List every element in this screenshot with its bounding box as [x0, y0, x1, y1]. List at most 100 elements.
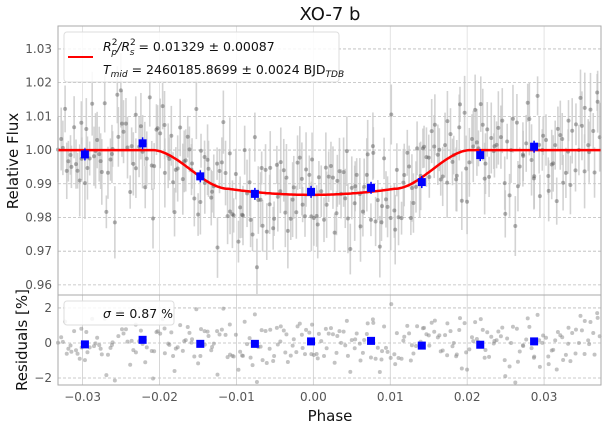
residual-raw-point [258, 344, 263, 349]
residual-raw-point [339, 340, 344, 345]
flux-binned-point [80, 150, 89, 159]
residual-raw-point [169, 330, 174, 335]
flux-raw-point [66, 159, 71, 164]
residual-raw-point [209, 348, 214, 353]
flux-raw-point [115, 92, 120, 97]
flux-raw-point [167, 156, 172, 161]
residual-raw-point [290, 343, 295, 348]
residual-raw-point [566, 341, 571, 346]
flux-raw-point [492, 144, 497, 149]
flux-raw-point [368, 217, 373, 222]
residual-raw-point [503, 374, 508, 379]
flux-y-tick-label: 0.98 [25, 210, 52, 224]
flux-raw-point [182, 159, 187, 164]
residual-raw-point [263, 328, 268, 333]
flux-raw-point [507, 193, 512, 198]
flux-raw-point [554, 199, 559, 204]
residual-binned-point [250, 339, 259, 348]
flux-raw-point [349, 185, 354, 190]
residual-raw-point [190, 337, 195, 342]
residual-raw-point [377, 370, 382, 375]
residual-raw-point [288, 353, 293, 358]
flux-raw-point [178, 125, 183, 130]
residual-raw-point [358, 358, 363, 363]
residual-raw-point [487, 354, 492, 359]
flux-raw-point [546, 188, 551, 193]
residual-raw-point [482, 355, 487, 360]
residual-raw-point [500, 325, 505, 330]
residual-raw-point [123, 327, 128, 332]
flux-raw-point [592, 170, 597, 175]
residual-raw-point [285, 359, 290, 364]
residual-raw-point [415, 324, 420, 329]
residual-raw-point [278, 324, 283, 329]
flux-raw-point [263, 167, 268, 172]
residual-raw-point [357, 341, 362, 346]
flux-raw-point [316, 175, 321, 180]
residual-binned-point [476, 340, 485, 349]
flux-raw-point [175, 166, 180, 171]
flux-raw-point [225, 214, 230, 219]
residual-raw-point [110, 340, 115, 345]
flux-raw-point [582, 105, 587, 110]
flux-raw-point [133, 166, 138, 171]
residual-raw-point [582, 352, 587, 357]
flux-raw-point [171, 180, 176, 185]
flux-raw-point [297, 155, 302, 160]
residual-raw-point [480, 327, 485, 332]
residual-binned-point [530, 337, 539, 346]
flux-raw-point [231, 213, 236, 218]
flux-raw-point [105, 170, 110, 175]
residual-raw-point [345, 353, 350, 358]
residual-raw-point [554, 367, 559, 372]
flux-raw-points [56, 88, 602, 270]
flux-raw-point [233, 172, 238, 177]
residual-raw-point [248, 355, 253, 360]
flux-raw-point [365, 152, 370, 157]
flux-raw-point [440, 174, 445, 179]
flux-binned-point [138, 139, 147, 148]
flux-raw-point [59, 136, 64, 141]
residual-raw-point [517, 349, 522, 354]
flux-raw-point [445, 119, 450, 124]
flux-raw-point [443, 143, 448, 148]
flux-raw-point [578, 95, 583, 100]
residual-raw-point [225, 355, 230, 360]
residual-raw-point [407, 331, 412, 336]
flux-raw-point [544, 138, 549, 143]
flux-raw-point [570, 128, 575, 133]
flux-raw-point [566, 118, 571, 123]
flux-raw-point [480, 122, 485, 127]
residual-raw-point [259, 328, 264, 333]
residual-raw-point [360, 350, 365, 355]
residual-raw-point [299, 332, 304, 337]
residual-raw-point [231, 354, 236, 359]
residual-raw-point [595, 315, 600, 320]
flux-y-tick-label: 1.03 [25, 42, 52, 56]
legend-sigma-text: σ = 0.87 % [103, 306, 173, 321]
flux-raw-point [345, 216, 350, 221]
residual-raw-point [524, 337, 529, 342]
flux-raw-point [73, 162, 78, 167]
flux-raw-point [370, 144, 375, 149]
residual-raw-point [125, 339, 130, 344]
flux-raw-point [362, 184, 367, 189]
residual-raw-point [457, 327, 462, 332]
flux-raw-point [271, 226, 276, 231]
residual-raw-point [158, 331, 163, 336]
flux-raw-point [143, 185, 148, 190]
x-tick-label: −0.01 [218, 390, 255, 404]
residual-raw-point [341, 329, 346, 334]
flux-raw-point [353, 184, 358, 189]
residual-raw-point [474, 336, 479, 341]
residual-raw-point [180, 348, 185, 353]
flux-raw-point [500, 118, 505, 123]
flux-raw-point [454, 173, 459, 178]
flux-raw-point [385, 204, 390, 209]
residual-raw-point [489, 334, 494, 339]
flux-y-axis-label: Relative Flux [4, 113, 22, 210]
flux-raw-point [393, 227, 398, 232]
flux-raw-point [119, 121, 124, 126]
residual-binned-point [307, 337, 316, 346]
flux-raw-point [102, 101, 107, 106]
